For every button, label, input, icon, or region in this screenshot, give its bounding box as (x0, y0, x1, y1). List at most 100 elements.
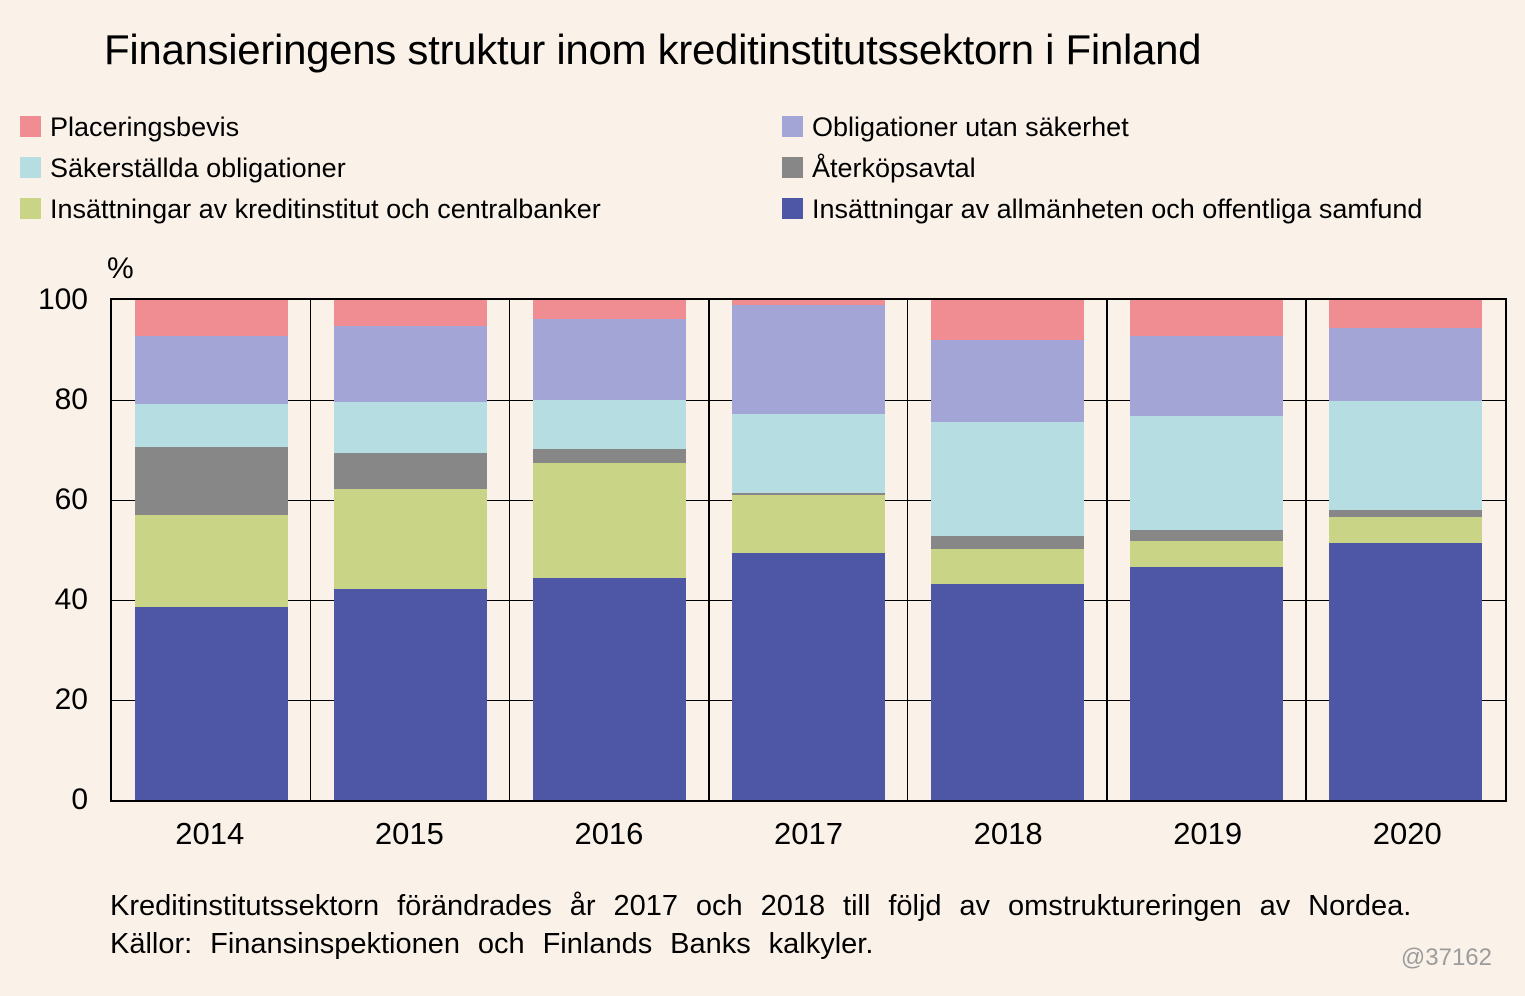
bar-segment (731, 495, 886, 553)
category-separator (708, 300, 710, 800)
stacked-bar-2017 (731, 300, 886, 800)
category-separator (508, 300, 511, 800)
bar-segment (1328, 401, 1483, 510)
legend-label: Obligationer utan säkerhet (812, 112, 1129, 142)
footnote-line-1: Kreditinstitutssektorn förändrades år 20… (110, 890, 1412, 922)
bar-segment (1328, 516, 1483, 543)
bar-segment (1129, 300, 1284, 336)
footnote: Kreditinstitutssektorn förändrades år 20… (110, 888, 1493, 963)
legend-label: Säkerställda obligationer (50, 153, 346, 183)
legend-item-obligationer-utan-sakerhet: Obligationer utan säkerhet (782, 112, 1422, 153)
x-tick-label-2015: 2015 (374, 816, 444, 851)
bar-segment (731, 493, 886, 495)
bar-segment (134, 607, 289, 800)
x-tick-label-2018: 2018 (973, 816, 1043, 851)
legend-swatch-insattningar-kreditinstitut (20, 198, 41, 219)
bar-segment (333, 452, 488, 489)
bar-column-2019 (1107, 300, 1306, 800)
x-tick-label-2017: 2017 (774, 816, 843, 851)
bar-segment (333, 300, 488, 326)
bars-container (112, 300, 1505, 800)
bar-segment (930, 300, 1085, 340)
bar-segment (930, 535, 1085, 549)
bar-segment (532, 463, 687, 578)
bar-segment (532, 300, 687, 319)
stacked-bar-2020 (1328, 300, 1483, 800)
y-axis-unit-label: % (107, 252, 134, 285)
bar-segment (333, 401, 488, 453)
legend-label: Insättningar av allmänheten och offentli… (812, 194, 1423, 224)
x-tick-label-2020: 2020 (1372, 816, 1442, 851)
bar-segment (333, 489, 488, 589)
bar-segment (134, 404, 289, 447)
bar-segment (1129, 415, 1284, 530)
bar-segment (1328, 543, 1483, 800)
legend-item-placeringsbevis: Placeringsbevis (20, 112, 782, 153)
bar-segment (134, 514, 289, 607)
legend-item-insattningar-kreditinstitut: Insättningar av kreditinstitut och centr… (20, 194, 782, 235)
bar-segment (1129, 529, 1284, 541)
bar-segment (1328, 300, 1483, 328)
bar-segment (930, 548, 1085, 584)
category-separator (1305, 300, 1307, 800)
x-tick-label-2019: 2019 (1173, 816, 1243, 851)
y-tick-label-100: 100 (37, 283, 88, 316)
bar-segment (731, 300, 886, 305)
bar-segment (1328, 327, 1483, 401)
category-separator (1106, 300, 1108, 800)
chart-title: Finansieringens struktur inom kreditinst… (104, 26, 1202, 73)
legend-item-aterkopsavtal: Återköpsavtal (782, 153, 1422, 194)
bar-column-2014 (112, 300, 311, 800)
bar-segment (930, 340, 1085, 422)
category-separator (309, 300, 312, 800)
bar-segment (134, 446, 289, 515)
bar-segment (930, 583, 1085, 800)
legend-swatch-placeringsbevis (20, 116, 41, 137)
bar-segment (532, 577, 687, 800)
stacked-bar-2018 (930, 300, 1085, 800)
bar-segment (134, 336, 289, 404)
legend-item-sakerstallda-obligationer: Säkerställda obligationer (20, 153, 782, 194)
y-tick-label-60: 60 (54, 483, 88, 516)
bar-segment (731, 305, 886, 414)
category-separator (906, 300, 909, 800)
bar-segment (930, 422, 1085, 536)
legend-label: Återköpsavtal (812, 153, 976, 183)
x-tick-label-2014: 2014 (175, 816, 245, 851)
legend: Placeringsbevis Obligationer utan säkerh… (20, 112, 1422, 235)
bar-column-2018 (908, 300, 1107, 800)
bar-column-2015 (311, 300, 510, 800)
legend-label: Placeringsbevis (50, 112, 240, 142)
y-tick-label-80: 80 (54, 383, 88, 416)
bar-segment (731, 414, 886, 493)
stacked-bar-2014 (134, 300, 289, 800)
bar-column-2020 (1306, 300, 1505, 800)
bar-segment (532, 318, 687, 400)
legend-swatch-sakerstallda-obligationer (20, 157, 41, 178)
bar-segment (1129, 336, 1284, 416)
y-tick-label-40: 40 (54, 583, 88, 616)
bar-column-2017 (709, 300, 908, 800)
stacked-bar-2019 (1129, 300, 1284, 800)
y-tick-label-0: 0 (71, 783, 88, 816)
plot-area (110, 298, 1507, 802)
x-axis-tick-labels: 2014 2015 2016 2017 2018 2019 2020 (110, 816, 1507, 852)
stacked-bar-2016 (532, 300, 687, 800)
bar-segment (532, 448, 687, 463)
bar-segment (731, 552, 886, 800)
bar-segment (1129, 541, 1284, 567)
watermark: @37162 (1400, 944, 1492, 971)
bar-column-2016 (510, 300, 709, 800)
bar-segment (134, 300, 289, 336)
bar-segment (532, 399, 687, 449)
bar-segment (1328, 510, 1483, 517)
bar-segment (1129, 567, 1284, 800)
bar-segment (333, 588, 488, 800)
footnote-line-2: Källor: Finansinspektionen och Finlands … (110, 927, 874, 960)
legend-swatch-aterkopsavtal (782, 157, 803, 178)
legend-label: Insättningar av kreditinstitut och centr… (50, 194, 601, 224)
legend-swatch-obligationer-utan-sakerhet (782, 116, 803, 137)
y-tick-label-20: 20 (54, 683, 88, 716)
x-tick-label-2016: 2016 (574, 816, 644, 851)
